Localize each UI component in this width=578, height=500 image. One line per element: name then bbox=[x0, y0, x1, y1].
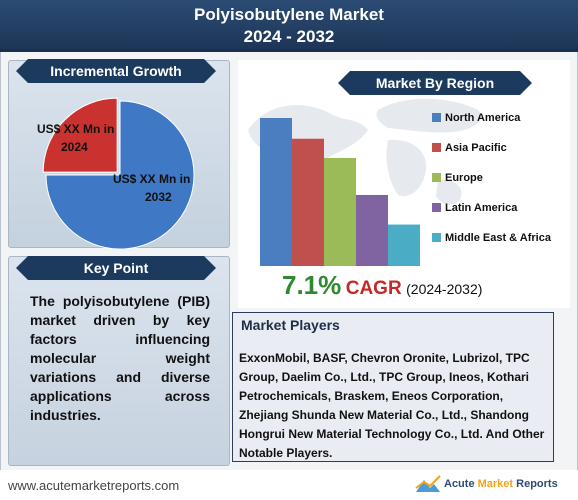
legend-swatch bbox=[432, 143, 441, 152]
cagr-years: (2024-2032) bbox=[406, 281, 483, 297]
page-subtitle: 2024 - 2032 bbox=[243, 27, 335, 46]
legend-item: North America bbox=[432, 112, 520, 124]
cagr-label: CAGR bbox=[345, 278, 402, 299]
key-point-ribbon: Key Point bbox=[16, 256, 216, 280]
bar-asia-pacific bbox=[292, 138, 324, 266]
logo-mark-icon bbox=[415, 475, 441, 492]
pie-label: US$ XX Mn in 2032 bbox=[113, 172, 190, 204]
legend-item: Europe bbox=[432, 172, 483, 184]
page-title: Polyisobutylene Market bbox=[194, 5, 384, 24]
bar-middle-east-africa bbox=[388, 224, 420, 266]
legend-label: North America bbox=[445, 112, 521, 124]
region-bar-chart bbox=[248, 98, 482, 266]
legend-item: Asia Pacific bbox=[432, 142, 507, 154]
key-point-panel bbox=[8, 256, 230, 466]
footer-url[interactable]: www.acutemarketreports.com bbox=[8, 478, 180, 493]
market-players-title: Market Players bbox=[241, 317, 340, 333]
legend-swatch bbox=[432, 173, 441, 182]
bar-latin-america bbox=[356, 194, 388, 266]
bar-north-america bbox=[260, 118, 292, 266]
page-header: Polyisobutylene Market 2024 - 2032 bbox=[0, 0, 578, 52]
legend-label: Latin America bbox=[445, 202, 518, 214]
incremental-growth-ribbon: Incremental Growth bbox=[16, 59, 216, 83]
region-panel bbox=[238, 60, 570, 308]
legend-swatch bbox=[432, 203, 441, 212]
footer: www.acutemarketreports.com bbox=[0, 470, 578, 500]
key-point-text: The polyisobutylene (PIB) market driven … bbox=[30, 293, 210, 423]
bar-europe bbox=[324, 157, 356, 266]
cagr-value: 7.1% bbox=[282, 270, 342, 300]
market-players-list: ExxonMobil, BASF, Chevron Oronite, Lubri… bbox=[239, 351, 545, 460]
pie-slice-2032 bbox=[45, 100, 195, 250]
pie-slice-2024 bbox=[42, 97, 118, 173]
logo-text: Acute Market Reports bbox=[444, 478, 558, 490]
market-players-box: Market Players ExxonMobil, BASF, Chevron… bbox=[232, 312, 554, 462]
market-by-region-ribbon: Market By Region bbox=[338, 71, 532, 95]
company-logo: Acute Market Reports bbox=[414, 474, 574, 496]
legend-swatch bbox=[432, 233, 441, 242]
pie-chart: US$ XX Mn in 2024 US$ XX Mn in 2032 bbox=[37, 97, 195, 250]
pie-label: US$ XX Mn in 2024 bbox=[37, 122, 114, 154]
cagr-line: 7.1% CAGR (2024-2032) bbox=[282, 270, 482, 301]
legend-label: Asia Pacific bbox=[445, 142, 507, 154]
legend-item: Latin America bbox=[432, 202, 517, 214]
legend-label: Middle East & Africa bbox=[445, 232, 551, 244]
legend-label: Europe bbox=[445, 172, 483, 184]
incremental-growth-panel: US$ XX Mn in 2024 US$ XX Mn in 2032 bbox=[8, 60, 230, 250]
legend-swatch bbox=[432, 113, 441, 122]
legend-item: Middle East & Africa bbox=[432, 232, 551, 244]
